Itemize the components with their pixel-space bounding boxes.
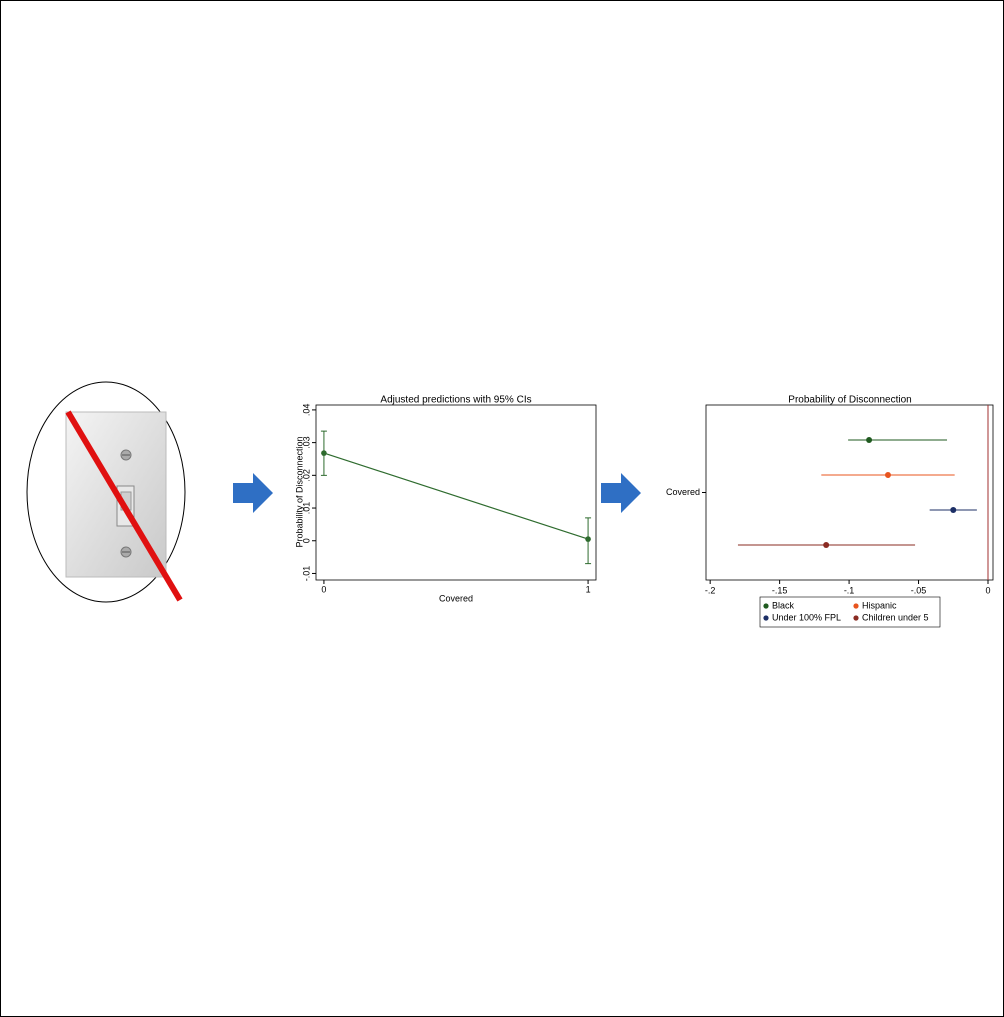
legend-marker bbox=[763, 603, 768, 608]
x-tick-label: -.05 bbox=[911, 585, 927, 595]
x-tick-label: 0 bbox=[985, 585, 990, 595]
y-tick-label: Covered bbox=[666, 487, 700, 497]
y-tick-label: .03 bbox=[301, 436, 311, 449]
point bbox=[950, 507, 956, 513]
legend-marker bbox=[853, 615, 858, 620]
y-tick-label: .02 bbox=[301, 469, 311, 482]
x-tick-label: -.1 bbox=[844, 585, 855, 595]
x-tick-label: 1 bbox=[586, 584, 591, 594]
y-tick-label: .01 bbox=[301, 502, 311, 515]
legend-label: Children under 5 bbox=[862, 612, 929, 622]
chart-title: Adjusted predictions with 95% CIs bbox=[380, 395, 531, 406]
point bbox=[585, 536, 591, 542]
x-tick-label: 0 bbox=[321, 584, 326, 594]
point bbox=[885, 472, 891, 478]
point bbox=[321, 450, 327, 456]
x-axis-label: Covered bbox=[439, 593, 473, 603]
legend-marker bbox=[763, 615, 768, 620]
page: Adjusted predictions with 95% CIs Covere… bbox=[0, 0, 1004, 1017]
x-tick-label: -.2 bbox=[705, 585, 716, 595]
y-axis-label: Probability of Disconnection bbox=[294, 436, 304, 547]
y-tick-label: .04 bbox=[301, 404, 311, 417]
legend-label: Black bbox=[772, 600, 795, 610]
legend-marker bbox=[853, 603, 858, 608]
y-tick-label: -.01 bbox=[301, 566, 311, 582]
point bbox=[866, 437, 872, 443]
y-tick-label: 0 bbox=[301, 538, 311, 543]
legend-label: Under 100% FPL bbox=[772, 612, 841, 622]
switch-illustration bbox=[27, 382, 185, 602]
point bbox=[823, 542, 829, 548]
x-tick-label: -.15 bbox=[772, 585, 788, 595]
legend-label: Hispanic bbox=[862, 600, 897, 610]
chart-title: Probability of Disconnection bbox=[788, 395, 911, 406]
